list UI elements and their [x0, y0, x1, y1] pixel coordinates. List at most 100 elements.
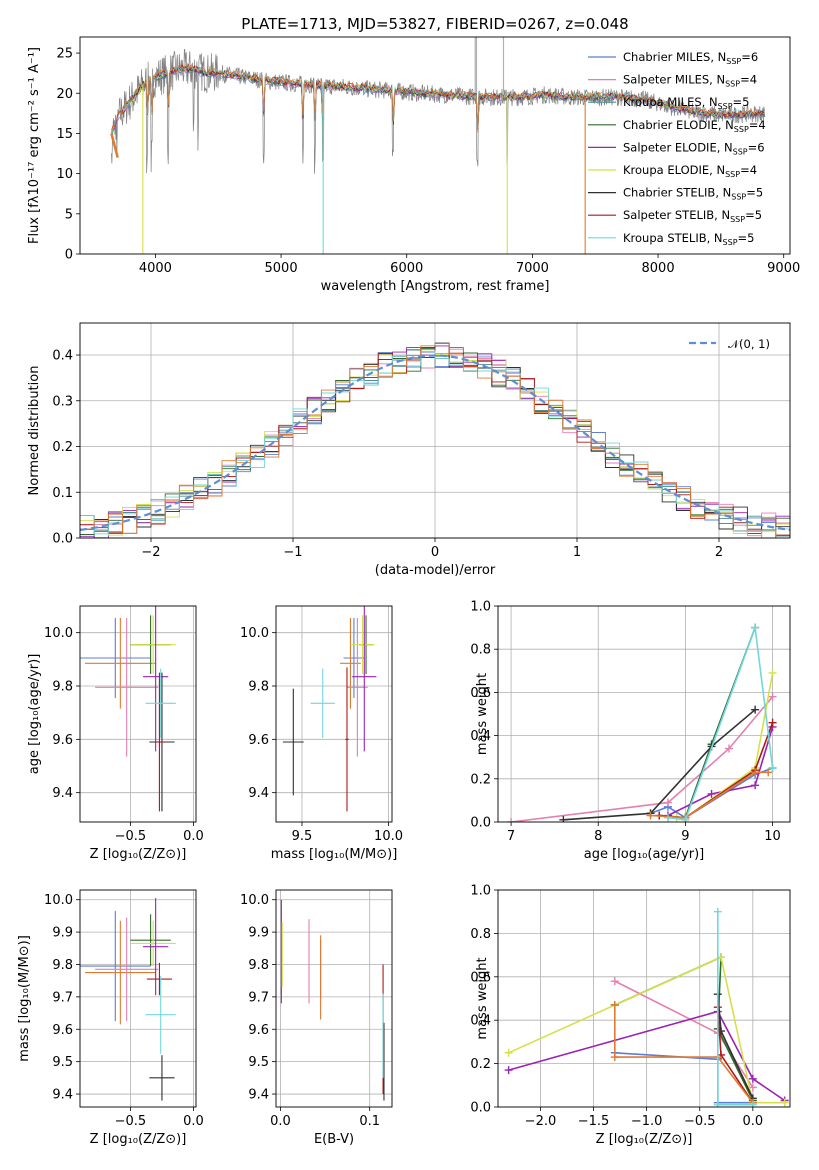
x-tick-label: −1: [283, 545, 302, 560]
x-tick-label: −2: [141, 545, 160, 560]
x-tick-label: 0.0: [183, 1114, 204, 1129]
x-tick-label: 10.0: [374, 829, 403, 844]
x-tick-label: 6000: [390, 261, 423, 276]
series-line: [614, 956, 754, 1101]
legend-entry-label: Kroupa STELIB, NSSP=5: [623, 231, 754, 247]
plus-marker: [610, 1053, 619, 1062]
y-tick-label: 9.6: [248, 733, 269, 748]
plus-marker: [764, 768, 773, 777]
model-spectrum-line: [111, 64, 765, 135]
plus-marker: [751, 705, 760, 714]
y-axis-label: mass weight: [475, 673, 490, 755]
axes-frame: [497, 605, 791, 823]
y-tick-label: 5: [65, 207, 73, 222]
x-tick-label: 5000: [265, 261, 298, 276]
y-tick-label: 9.4: [248, 786, 269, 801]
x-tick-label: −0.5: [684, 1114, 716, 1129]
legend-entry-label: Chabrier ELODIE, NSSP=4: [623, 118, 766, 134]
axes-frame: [79, 605, 197, 823]
observed-spectrum-line: [111, 48, 766, 174]
x-tick-label: 0.1: [359, 1114, 380, 1129]
y-tick-label: 0.2: [52, 440, 73, 455]
plus-marker: [768, 692, 777, 701]
axes-spectrum: 4000 5000 6000 7000 8000 9000 0 5 10 15 20 25 wavele…: [27, 36, 800, 294]
series-line: [508, 1010, 786, 1102]
y-tick-label: 9.8: [248, 680, 269, 695]
x-axis-label: wavelength [Angstrom, rest frame]: [321, 279, 550, 294]
y-tick-label: 0.0: [470, 816, 491, 831]
legend-entry-label: Kroupa ELODIE, NSSP=4: [623, 163, 757, 179]
x-tick-label: −1.0: [631, 1114, 663, 1129]
y-tick-label: 0.6: [470, 970, 491, 985]
axes-frame: [79, 36, 791, 255]
x-axis-label: Z [log₁₀(Z/Z⊙)]: [90, 847, 187, 862]
y-tick-label: 9.9: [248, 926, 269, 941]
plot-area: [80, 342, 790, 538]
y-tick-label: 9.5: [248, 1055, 269, 1070]
y-tick-label: 9.6: [52, 733, 73, 748]
axes-residuals: −2 −1 0 1 2 0.0 0.1 0.2 0.3 0.4 (data-model)/error…: [27, 322, 791, 578]
y-tick-label: 0.1: [52, 486, 73, 501]
axes-massweight-vs-age: 7 8 9 10 0.0 0.2 0.4 0.6 0.8 1.0 age [log₁₀(age/yr…: [470, 600, 791, 862]
normal-curve-line: [80, 354, 790, 532]
y-tick-label: 9.6: [52, 1023, 73, 1038]
plus-marker: [780, 1098, 789, 1107]
axes-mass-vs-EBV: 0.0 0.1 9.4 9.5 9.6 9.7 9.8 9.9 10.0 E(B-V): [240, 889, 393, 1147]
model-edge-segment: [110, 133, 119, 158]
plus-marker: [751, 623, 760, 632]
y-tick-label: 9.7: [248, 990, 269, 1005]
histogram-step-line: [80, 345, 790, 538]
x-tick-label: 0.0: [742, 1114, 763, 1129]
y-tick-label: 0.2: [470, 1057, 491, 1072]
axes-massweight-vs-Z: −2.0 −1.5 −1.0 −0.5 0.0 0.0 0.2 0.4 0.6 0.8 1.0 Z […: [470, 884, 791, 1147]
plus-marker: [707, 789, 716, 798]
plus-marker: [713, 907, 722, 916]
y-tick-label: 0.0: [52, 532, 73, 547]
y-tick-label: 9.6: [248, 1023, 269, 1038]
y-axis-label: Normed distribution: [27, 366, 42, 496]
series-line: [614, 1052, 753, 1104]
series-line: [667, 627, 774, 821]
y-tick-label: 10.0: [44, 626, 73, 641]
axes-frame: [79, 889, 197, 1108]
plus-marker: [559, 815, 568, 822]
y-tick-label: 0.3: [52, 394, 73, 409]
spectrum-legend: Chabrier MILES, NSSP=6 Salpeter MILES, NS…: [588, 50, 766, 247]
y-tick-label: 0.8: [470, 927, 491, 942]
plus-marker: [663, 813, 672, 822]
x-axis-label: age [log₁₀(age/yr)]: [584, 847, 705, 862]
x-axis-label: (data-model)/error: [375, 563, 496, 578]
y-tick-label: 10.0: [240, 893, 269, 908]
legend-entry-label: Chabrier MILES, NSSP=6: [623, 50, 758, 66]
y-tick-label: 0.0: [470, 1101, 491, 1116]
plus-marker: [748, 1074, 757, 1083]
histogram-step-line: [80, 343, 790, 538]
x-tick-label: 8000: [642, 261, 675, 276]
plus-marker: [610, 1001, 619, 1010]
x-tick-label: 9: [681, 829, 689, 844]
y-tick-label: 9.4: [248, 1088, 269, 1103]
x-tick-label: 7: [507, 829, 515, 844]
axes-age-vs-Z: −0.5 0.0 9.4 9.6 9.8 10.0 Z [log₁₀(Z/Z⊙)] age […: [27, 605, 204, 862]
legend-entry-label: Chabrier STELIB, NSSP=5: [623, 186, 763, 202]
y-axis-label: age [log₁₀(age/yr)]: [27, 654, 42, 775]
plus-marker: [751, 781, 760, 790]
legend-entry-label: Salpeter ELODIE, NSSP=6: [623, 140, 765, 156]
plus-marker: [681, 815, 690, 822]
x-tick-label: 2: [715, 545, 723, 560]
x-tick-label: 9.5: [292, 829, 313, 844]
y-tick-label: 9.4: [52, 1088, 73, 1103]
plot-area: [504, 907, 789, 1107]
plus-marker: [768, 764, 777, 772]
figure-title: PLATE=1713, MJD=53827, FIBERID=0267, z=0…: [241, 15, 628, 33]
series-line: [511, 696, 774, 822]
plus-marker: [663, 798, 672, 807]
series-line: [613, 1005, 754, 1104]
y-tick-label: 1.0: [470, 600, 491, 615]
plot-area: [110, 37, 766, 254]
plot-layer: 4000 5000 6000 7000 8000 90000510152025wavele…: [17, 36, 800, 1147]
x-tick-label: −0.5: [115, 829, 147, 844]
y-tick-label: 0.4: [470, 729, 491, 744]
plot-area: [80, 606, 176, 812]
